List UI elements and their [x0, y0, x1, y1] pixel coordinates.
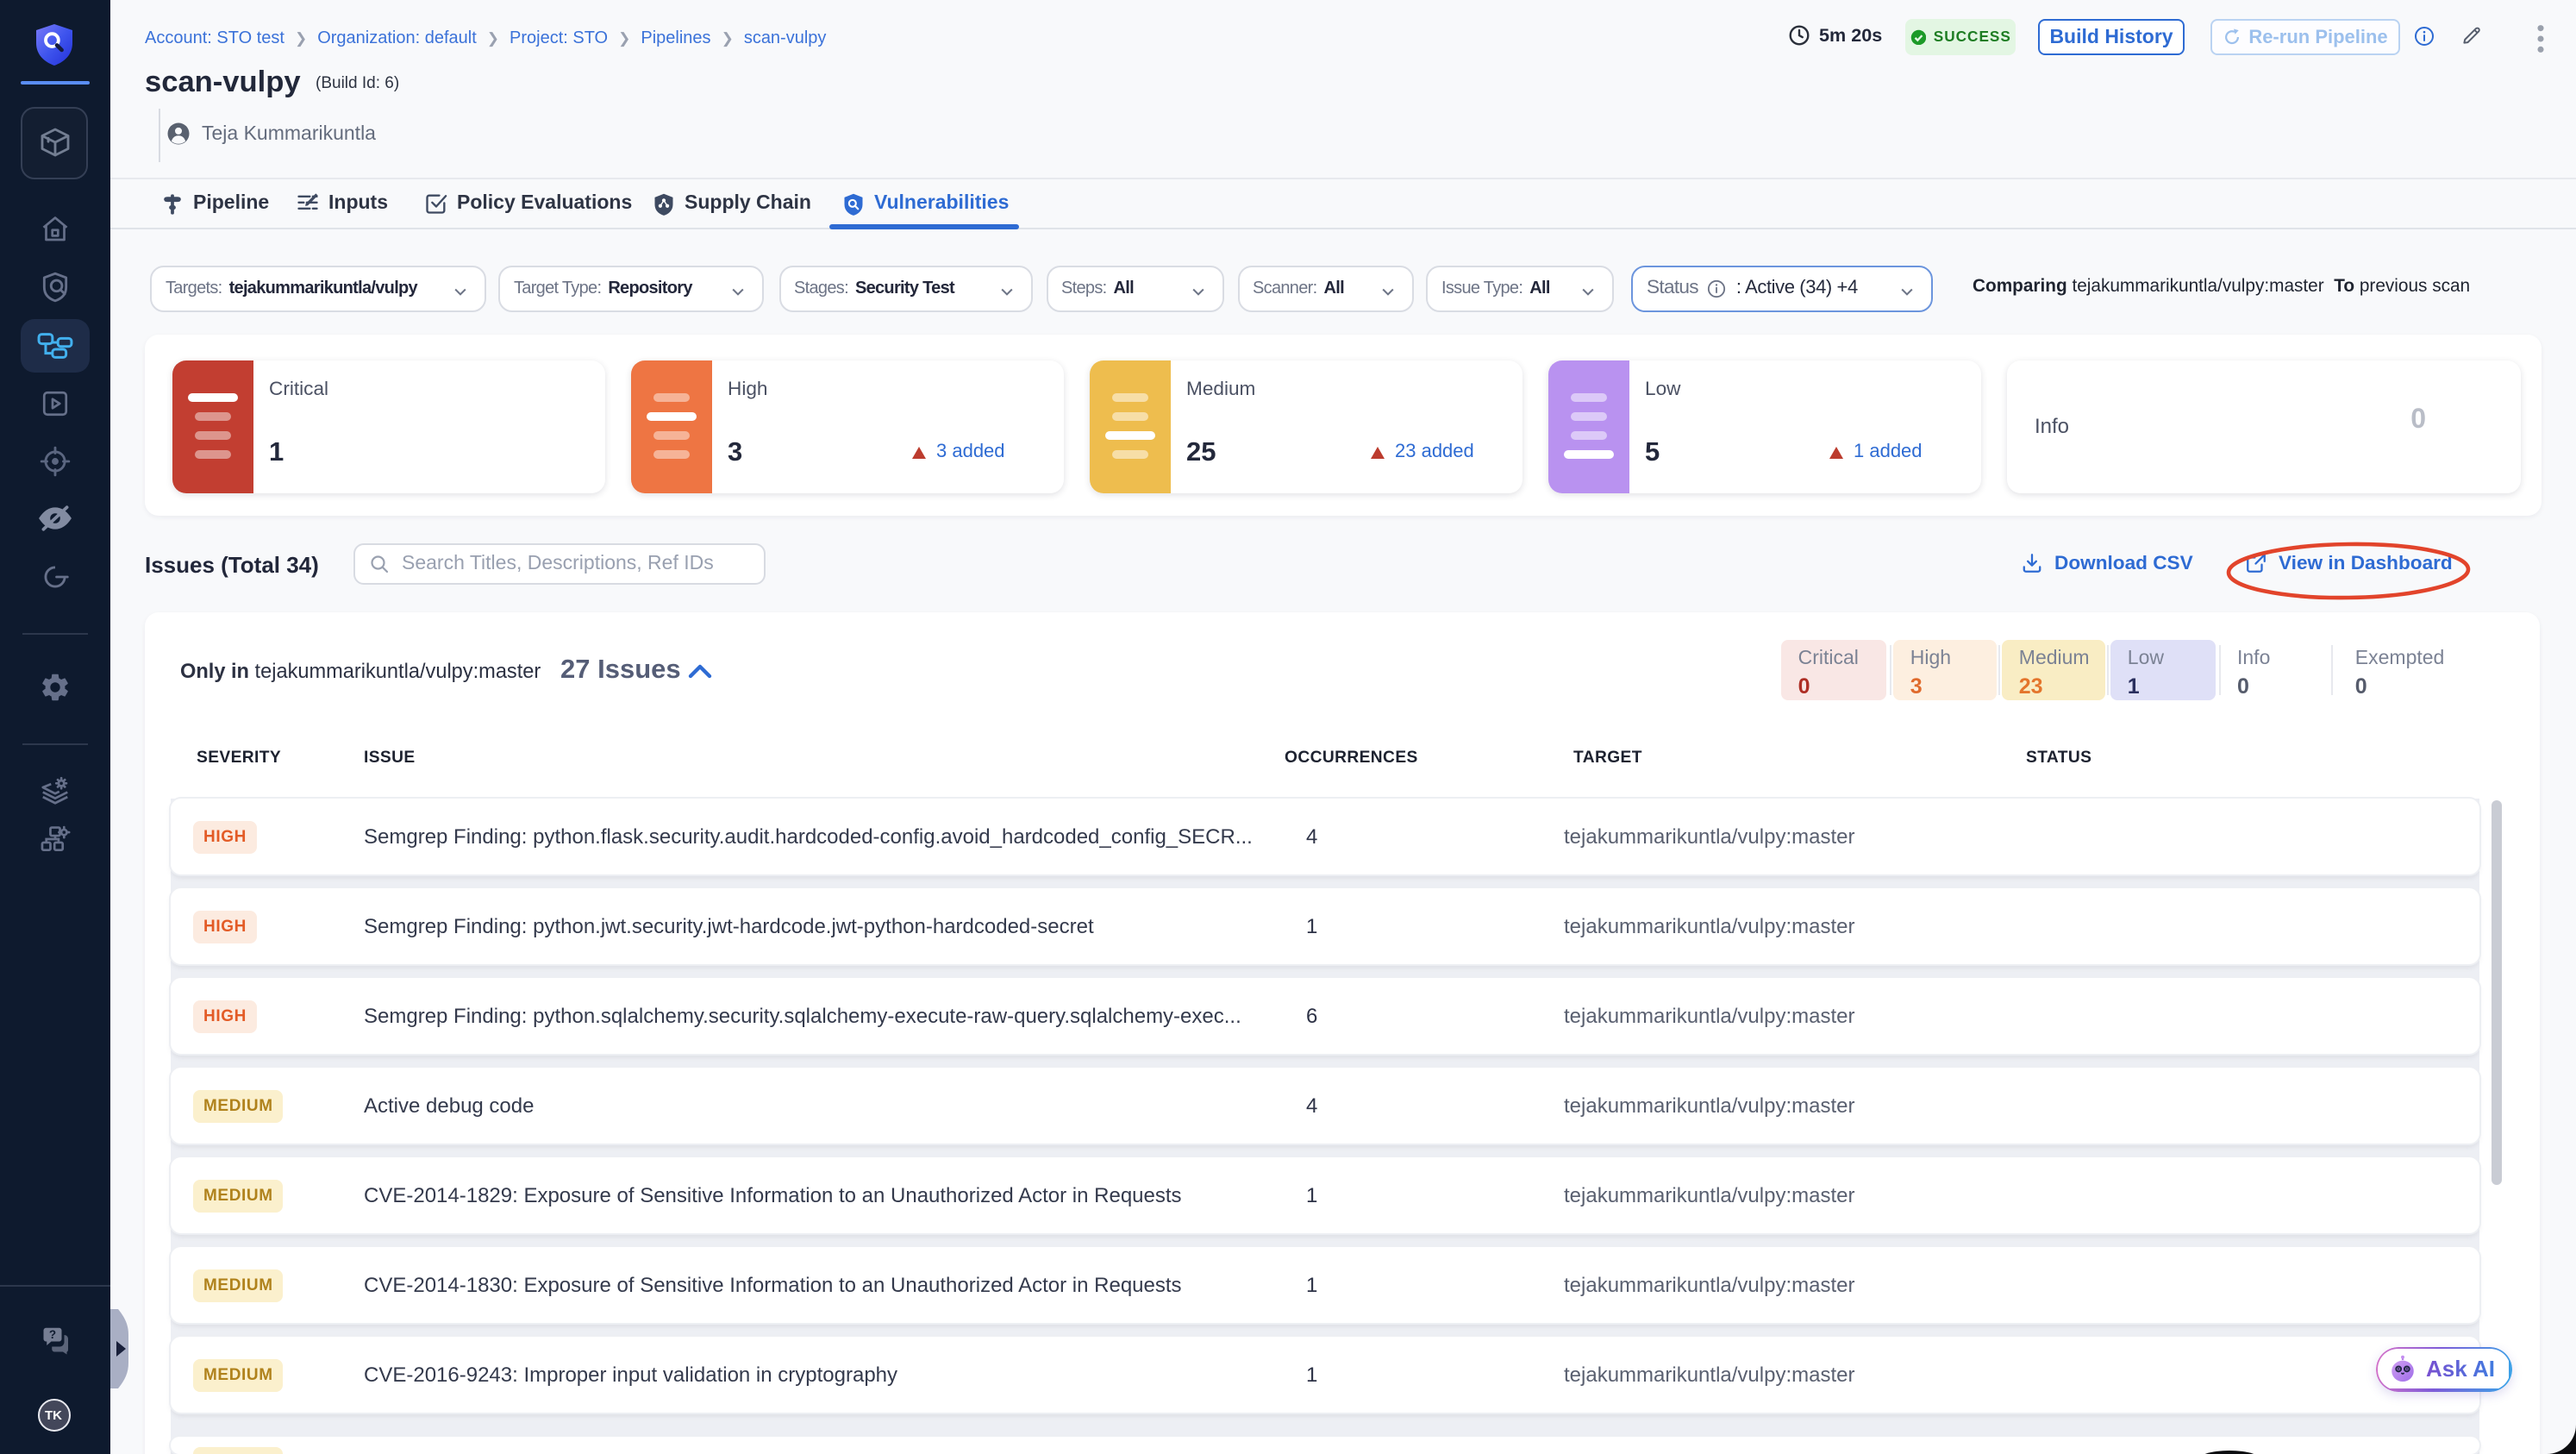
svg-text:?: ? [49, 1328, 56, 1341]
